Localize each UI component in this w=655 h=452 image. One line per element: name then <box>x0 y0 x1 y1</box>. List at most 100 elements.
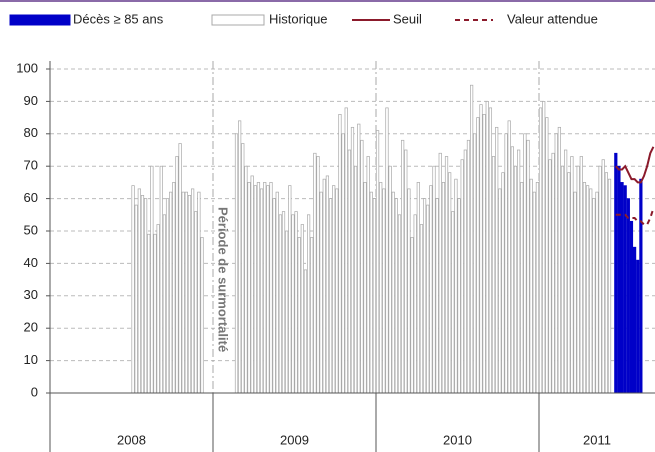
bar <box>169 191 173 394</box>
bar <box>470 84 474 394</box>
bar <box>579 156 583 394</box>
bar <box>285 230 289 394</box>
bar <box>134 204 138 394</box>
bar <box>275 191 279 394</box>
bar <box>350 126 355 394</box>
legend-label: Décès ≥ 85 ans <box>73 11 164 26</box>
bar <box>241 143 245 394</box>
bar <box>140 195 145 394</box>
bar <box>585 185 590 394</box>
bar <box>551 152 555 394</box>
bar <box>476 117 480 394</box>
bar <box>639 178 643 394</box>
bar <box>347 149 351 394</box>
x-tick-label: 2008 <box>117 432 146 447</box>
bar <box>554 133 558 394</box>
y-tick-label: 30 <box>24 287 38 302</box>
bar <box>369 191 373 394</box>
bar <box>401 139 405 394</box>
bar <box>410 237 414 394</box>
bar <box>253 185 257 394</box>
y-tick-label: 40 <box>24 255 38 270</box>
threshold-line <box>615 146 655 184</box>
bar <box>604 172 608 394</box>
bar <box>266 185 270 394</box>
bar <box>491 156 496 394</box>
bar <box>397 214 402 394</box>
y-tick-label: 0 <box>31 384 38 399</box>
bar <box>272 198 276 394</box>
bar <box>573 191 577 394</box>
bar <box>259 188 264 394</box>
bar <box>463 149 467 394</box>
bar <box>354 165 358 394</box>
bar <box>629 220 634 394</box>
bar <box>529 178 533 394</box>
bar <box>598 165 602 394</box>
bar <box>291 214 295 394</box>
x-tick-label: 2010 <box>443 432 472 447</box>
y-tick-label: 70 <box>24 158 38 173</box>
bar <box>297 237 301 394</box>
bar <box>307 214 311 394</box>
bar <box>150 165 154 394</box>
bar <box>617 165 621 394</box>
bar <box>413 214 417 394</box>
bars <box>131 84 643 394</box>
bar <box>375 130 380 394</box>
bar <box>564 149 568 394</box>
bar <box>535 182 540 394</box>
bar <box>498 188 502 394</box>
bar <box>510 146 514 394</box>
bar <box>310 237 314 394</box>
bar <box>633 246 637 394</box>
bar <box>538 107 543 394</box>
bar <box>178 143 182 394</box>
y-tick-label: 50 <box>24 222 38 237</box>
legend-label: Valeur attendue <box>507 11 598 26</box>
bar <box>501 172 505 394</box>
bar <box>357 123 361 394</box>
bar <box>407 188 411 394</box>
legend-swatch <box>211 14 265 26</box>
bar <box>281 211 286 394</box>
bar <box>582 182 587 394</box>
bar <box>426 204 430 394</box>
bar <box>382 188 386 394</box>
bar <box>507 120 511 394</box>
bar <box>429 185 433 394</box>
bar <box>184 191 188 394</box>
bar <box>601 159 605 394</box>
bar <box>576 165 580 394</box>
y-tick-label: 90 <box>24 93 38 108</box>
bar <box>460 159 464 394</box>
bar <box>197 191 201 394</box>
bar <box>247 182 251 394</box>
bar <box>328 198 333 394</box>
bar <box>278 214 282 394</box>
bar <box>363 182 367 394</box>
bar <box>523 133 527 394</box>
bar <box>175 156 179 394</box>
bar <box>444 156 449 394</box>
bar <box>448 172 452 394</box>
bar <box>513 165 518 394</box>
bar <box>526 139 530 394</box>
expected-line <box>615 208 655 226</box>
bar <box>300 224 304 394</box>
bar <box>372 198 377 394</box>
bar <box>200 237 204 394</box>
legend-label: Historique <box>269 11 328 26</box>
bar <box>332 185 336 394</box>
bar <box>451 211 455 394</box>
bar <box>238 120 242 394</box>
bar <box>131 185 135 394</box>
bar <box>344 107 348 394</box>
bar <box>454 178 458 394</box>
bar <box>172 182 176 394</box>
bar <box>479 104 483 394</box>
bar <box>416 182 420 394</box>
bar <box>567 172 571 394</box>
